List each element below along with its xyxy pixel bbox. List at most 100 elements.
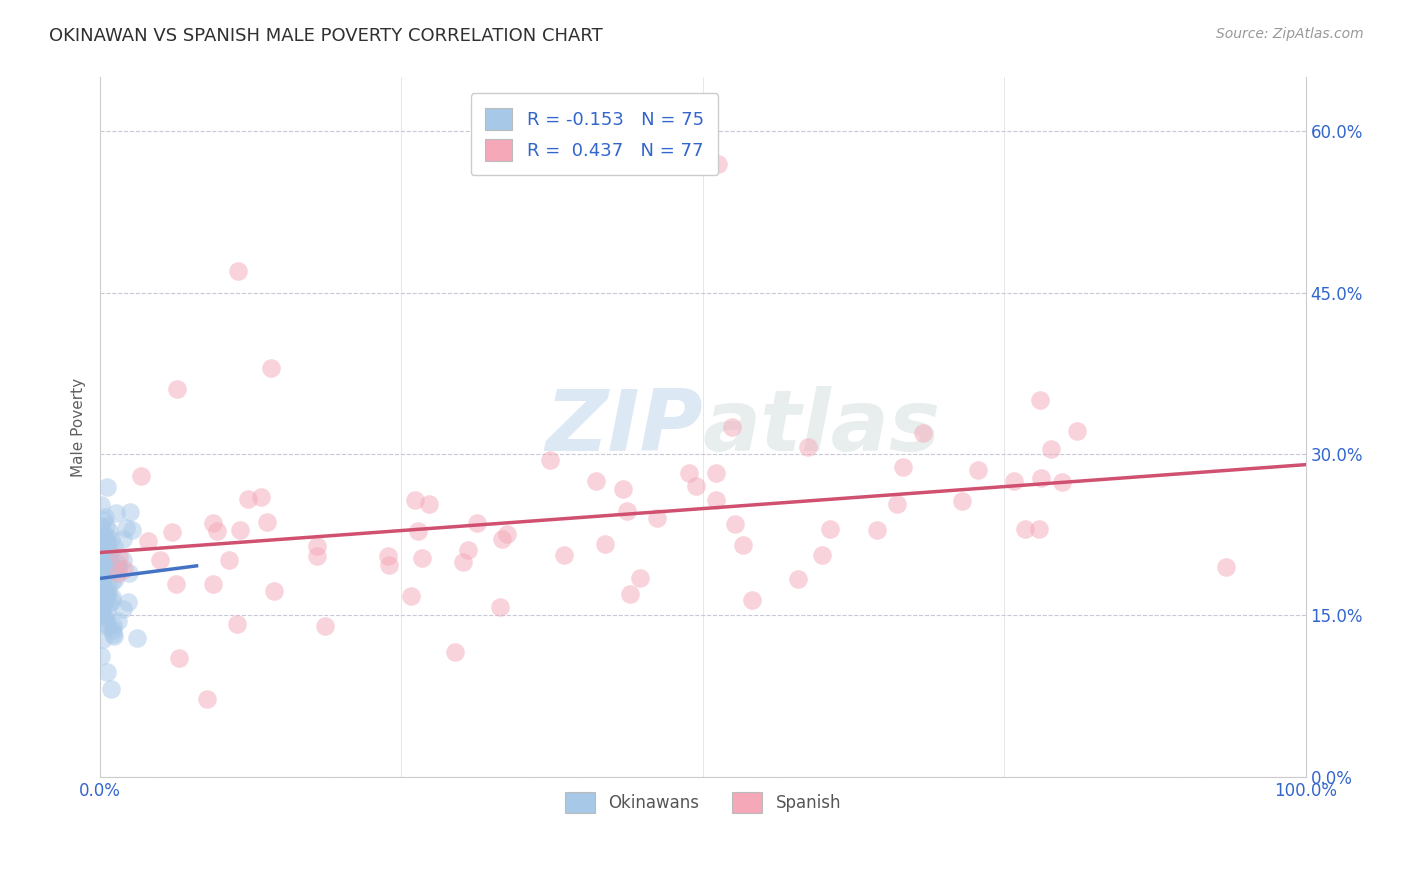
Point [115, 520, 138, 534]
Point [378, 558, 401, 572]
Point [96, 534, 118, 549]
Point [202, 577, 225, 591]
Point [616, 504, 638, 518]
Point [465, 516, 488, 530]
Point [120, 505, 142, 519]
Point [94, 533, 117, 548]
Point [704, 493, 727, 508]
Point [256, 515, 278, 529]
Point [1040, 442, 1063, 456]
Point [90, 518, 112, 533]
Point [93, 567, 115, 582]
Point [149, 553, 172, 567]
Point [226, 617, 249, 632]
Point [250, 490, 273, 504]
Point [1029, 392, 1052, 407]
Point [100, 532, 122, 546]
Point [90, 649, 112, 664]
Point [91, 605, 114, 619]
Point [107, 557, 129, 571]
Point [418, 497, 440, 511]
Point [107, 566, 129, 580]
Point [1029, 471, 1052, 485]
Point [205, 524, 228, 538]
Point [96, 591, 118, 605]
Point [160, 524, 183, 539]
Point [96, 605, 118, 619]
Point [229, 523, 252, 537]
Point [91, 578, 114, 592]
Point [404, 493, 426, 508]
Point [94, 550, 117, 565]
Point [91, 568, 114, 582]
Text: OKINAWAN VS SPANISH MALE POVERTY CORRELATION CHART: OKINAWAN VS SPANISH MALE POVERTY CORRELA… [49, 27, 603, 45]
Point [444, 645, 467, 659]
Point [411, 550, 433, 565]
Point [451, 555, 474, 569]
Point [94, 587, 117, 601]
Point [91, 632, 114, 646]
Point [136, 534, 159, 549]
Point [457, 543, 479, 558]
Point [111, 602, 134, 616]
Point [125, 631, 148, 645]
Point [593, 537, 616, 551]
Point [97, 578, 120, 592]
Text: ZIP: ZIP [546, 385, 703, 468]
Point [94, 540, 117, 554]
Point [741, 593, 763, 607]
Point [399, 590, 422, 604]
Point [260, 361, 283, 376]
Point [228, 264, 250, 278]
Point [93, 513, 115, 527]
Point [97, 584, 120, 599]
Point [165, 577, 187, 591]
Point [104, 572, 127, 586]
Point [966, 463, 988, 477]
Point [98, 596, 121, 610]
Point [94, 559, 117, 574]
Point [93, 543, 115, 558]
Point [886, 497, 908, 511]
Point [96, 518, 118, 533]
Point [202, 516, 225, 530]
Point [645, 511, 668, 525]
Point [195, 692, 218, 706]
Point [103, 540, 125, 554]
Point [90, 561, 112, 575]
Point [496, 527, 519, 541]
Point [818, 522, 841, 536]
Point [866, 524, 889, 538]
Point [96, 665, 118, 679]
Point [1002, 475, 1025, 489]
Point [93, 557, 115, 571]
Point [733, 538, 755, 552]
Point [94, 544, 117, 558]
Point [93, 509, 115, 524]
Point [685, 479, 707, 493]
Point [90, 498, 112, 512]
Point [724, 516, 747, 531]
Point [100, 556, 122, 570]
Point [112, 562, 135, 576]
Point [104, 506, 127, 520]
Point [612, 482, 634, 496]
Point [90, 578, 112, 592]
Point [91, 581, 114, 595]
Point [101, 594, 124, 608]
Point [1050, 475, 1073, 490]
Point [538, 453, 561, 467]
Point [93, 547, 115, 561]
Point [103, 629, 125, 643]
Point [218, 553, 240, 567]
Point [96, 537, 118, 551]
Point [1014, 522, 1036, 536]
Point [96, 587, 118, 601]
Point [94, 528, 117, 542]
Point [1028, 522, 1050, 536]
Text: atlas: atlas [703, 385, 941, 468]
Point [912, 426, 935, 441]
Point [628, 571, 651, 585]
Point [91, 574, 114, 588]
Point [96, 480, 118, 494]
